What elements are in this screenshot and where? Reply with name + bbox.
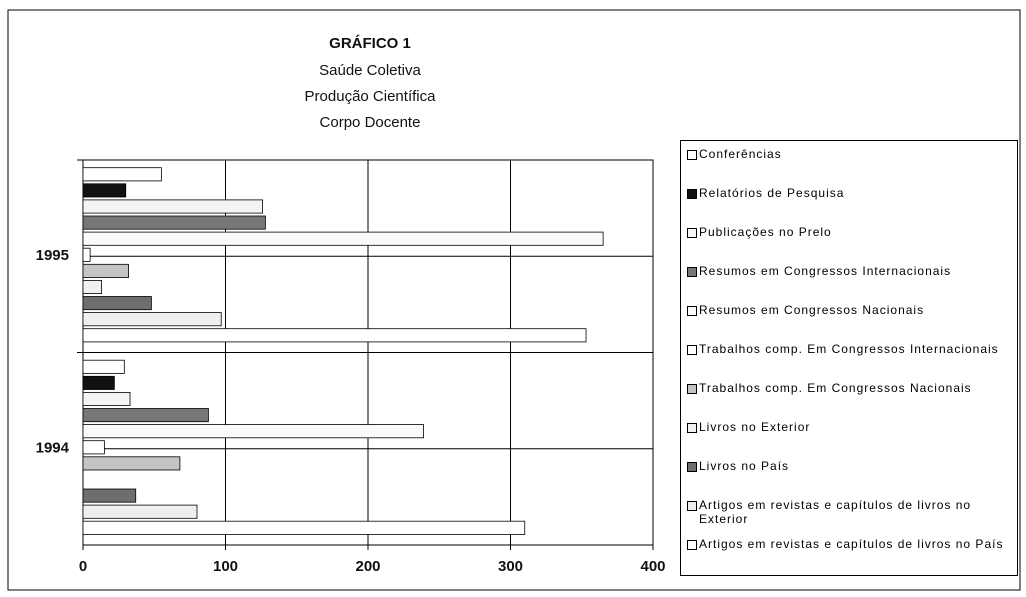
bar	[82, 231, 604, 246]
bar	[82, 359, 125, 374]
legend-swatch	[687, 267, 697, 277]
bar	[82, 263, 129, 278]
legend-item: Relatórios de Pesquisa	[687, 186, 1013, 225]
legend-label: Resumos em Congressos Nacionais	[699, 303, 925, 317]
legend-label: Artigos em revistas e capítulos de livro…	[699, 498, 972, 526]
x-tick-label: 400	[640, 558, 665, 575]
bar	[82, 167, 162, 182]
bar	[82, 247, 91, 262]
bar	[82, 328, 587, 343]
bar	[82, 424, 424, 439]
legend-item: Artigos em revistas e capítulos de livro…	[687, 537, 1013, 576]
bar	[82, 456, 181, 471]
subtitle: Corpo Docente	[320, 114, 421, 131]
legend-label: Livros no País	[699, 459, 790, 473]
legend-swatch	[687, 501, 697, 511]
x-tick-label: 300	[498, 558, 523, 575]
x-tick-label: 0	[79, 558, 87, 575]
legend-swatch	[687, 345, 697, 355]
bar	[82, 488, 137, 503]
y-tick-label: 1994	[36, 440, 70, 457]
bar	[82, 279, 102, 295]
subtitle: Saúde Coletiva	[319, 62, 421, 79]
bar	[82, 408, 209, 423]
legend-item: Trabalhos comp. Em Congressos Nacionais	[687, 381, 1013, 420]
legend-swatch	[687, 540, 697, 550]
bar	[82, 391, 131, 407]
bar	[82, 375, 115, 390]
chart-title: GRÁFICO 1	[329, 35, 411, 52]
legend-item: Resumos em Congressos Internacionais	[687, 264, 1013, 303]
bar	[82, 296, 152, 311]
legend-item: Conferências	[687, 147, 1013, 186]
legend-item: Resumos em Congressos Nacionais	[687, 303, 1013, 342]
legend-label: Trabalhos comp. Em Congressos Internacio…	[699, 342, 999, 356]
bar	[82, 312, 222, 327]
bar	[82, 183, 127, 198]
legend-item: Trabalhos comp. Em Congressos Internacio…	[687, 342, 1013, 381]
bar	[82, 440, 105, 455]
legend-label: Livros no Exterior	[699, 420, 811, 434]
x-tick-label: 200	[355, 558, 380, 575]
legend-swatch	[687, 189, 697, 199]
bar	[82, 504, 198, 519]
legend-swatch	[687, 228, 697, 238]
subtitle: Produção Científica	[305, 88, 437, 105]
legend-swatch	[687, 150, 697, 160]
legend-swatch	[687, 462, 697, 472]
legend-label: Resumos em Congressos Internacionais	[699, 264, 952, 278]
legend-item: Artigos em revistas e capítulos de livro…	[687, 498, 1013, 537]
legend-label: Relatórios de Pesquisa	[699, 186, 845, 200]
bar	[82, 520, 526, 535]
legend-swatch	[687, 306, 697, 316]
y-tick-label: 1995	[36, 247, 69, 264]
bar	[82, 215, 266, 230]
legend-item: Livros no País	[687, 459, 1013, 498]
legend-label: Trabalhos comp. Em Congressos Nacionais	[699, 381, 972, 395]
legend-swatch	[687, 423, 697, 433]
frame	[7, 9, 1021, 591]
legend-item: Publicações no Prelo	[687, 225, 1013, 264]
x-tick-label: 100	[213, 558, 238, 575]
legend-label: Conferências	[699, 147, 782, 161]
legend: Conferências Relatórios de Pesquisa Public…	[680, 140, 1018, 576]
legend-label: Artigos em revistas e capítulos de livro…	[699, 537, 1004, 551]
legend-label: Publicações no Prelo	[699, 225, 832, 239]
legend-item: Livros no Exterior	[687, 420, 1013, 459]
legend-swatch	[687, 384, 697, 394]
bar	[82, 199, 263, 214]
